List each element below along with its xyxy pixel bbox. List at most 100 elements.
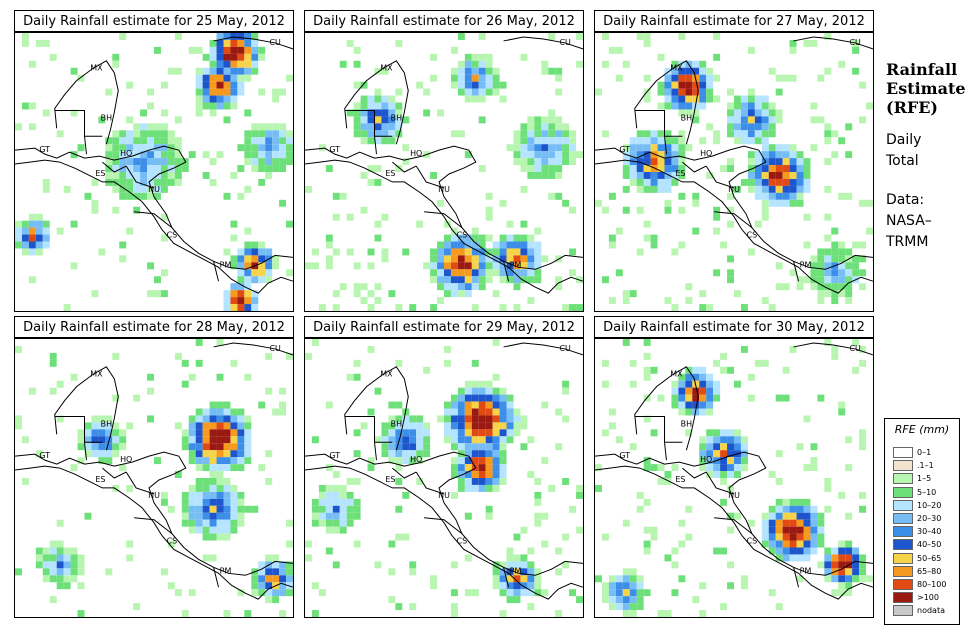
legend-label: 5–10 [917,487,937,497]
country-label: CS [747,231,758,240]
coastline [634,109,683,137]
country-label: GT [329,451,340,460]
coastline [714,211,753,228]
sidebar-period-line: Daily [886,132,922,148]
rain-grid [595,339,873,617]
legend-label: 20–30 [917,514,942,523]
coastline [705,165,735,189]
sidebar-title-line: Estimate [886,79,966,98]
panel-title: Daily Rainfall estimate for 28 May, 2012 [14,316,294,338]
legend-swatch [893,513,913,524]
country-label: GT [39,451,50,460]
country-label: BH [391,419,402,428]
rain-grid [15,339,293,617]
country-label: HO [410,455,422,464]
coastline [213,567,220,588]
legend-swatch [893,605,913,617]
coastline [503,342,583,356]
panel-title: Daily Rainfall estimate for 26 May, 2012 [304,10,584,32]
map-canvas: MX BH GT HO ES NU CS PM CU [15,33,293,311]
country-label: NU [148,185,160,194]
coastline [15,465,293,600]
country-label: CU [849,38,861,47]
sidebar-source-line: NASA– [886,213,932,229]
legend-label: 1–5 [917,474,932,484]
map-canvas: MX BH GT HO ES NU CS PM CU [305,33,583,311]
country-label: NU [728,491,740,500]
coastline [664,136,667,155]
legend-label: .1–1 [917,461,934,471]
legend-swatch [893,539,913,551]
country-label: CS [457,231,468,240]
panel-title: Daily Rainfall estimate for 25 May, 2012 [14,10,294,32]
country-label: NU [728,185,740,194]
coastline [15,451,293,576]
rainfall-map: MX BH GT HO ES NU CS PM CU [14,32,294,312]
coastline [424,211,463,228]
coastline [415,165,445,189]
country-label: ES [675,169,685,178]
coastline [634,366,699,451]
coastline [595,465,873,600]
legend-label: nodata [917,606,945,616]
coastline [54,109,103,137]
legend-label: 30–40 [917,527,942,537]
country-label: ES [95,475,105,484]
coastline [15,159,293,294]
coastline [213,342,293,356]
sidebar-title-line: (RFE) [886,98,938,117]
country-label: MX [380,370,393,379]
coastline [664,442,667,461]
country-label: CS [747,537,758,546]
legend-swatch [893,473,913,485]
country-label: NU [438,185,450,194]
coastline [54,415,103,443]
coastline [54,60,119,145]
coastline [392,467,417,479]
country-label: PM [800,260,812,269]
rfe-legend: RFE (mm) 0–1 .1–1 1–5 5–10 10–20 20–30 30–40 40… [884,418,960,625]
country-label: GT [329,145,340,154]
coastline [705,471,735,495]
country-label: BH [101,113,112,122]
country-label: HO [120,149,132,158]
country-label: NU [148,491,160,500]
rainfall-map: MX BH GT HO ES NU CS PM CU [594,338,874,618]
rainfall-map: MX BH GT HO ES NU CS PM CU [14,338,294,618]
coastline [634,60,699,145]
country-label: PM [220,566,232,575]
coastline [793,342,873,356]
coastline [134,517,173,534]
sidebar-title: Rainfall Estimate (RFE) [886,60,966,117]
rainfall-map: MX BH GT HO ES NU CS PM CU [304,32,584,312]
legend-swatch [893,552,913,564]
panel-title: Daily Rainfall estimate for 30 May, 2012 [594,316,874,338]
country-label: MX [90,370,103,379]
sidebar-title-line: Rainfall [886,60,958,79]
sidebar-source-line: TRMM [886,234,929,250]
coastline [125,471,155,495]
coastline [125,165,155,189]
country-label: BH [681,113,692,122]
rainfall-map: MX BH GT HO ES NU CS PM CU [304,338,584,618]
coastline [503,261,510,282]
coastline [213,261,220,282]
legend-label: 80–100 [917,580,947,589]
country-label: MX [380,64,393,73]
rainfall-map: MX BH GT HO ES NU CS PM CU [594,32,874,312]
coastline [102,161,127,173]
coastline [344,60,409,145]
legend-label: 40–50 [917,540,942,550]
coastline [424,517,463,534]
country-label: CU [559,344,571,353]
legend-label: 50–65 [917,553,942,563]
country-label: ES [385,475,395,484]
country-label: MX [670,370,683,379]
legend-swatch [893,592,913,604]
country-label: CU [269,38,281,47]
country-label: ES [95,169,105,178]
legend-swatch [893,447,913,458]
country-label: GT [619,145,630,154]
rain-grid [305,339,583,617]
legend-swatch [893,460,913,472]
